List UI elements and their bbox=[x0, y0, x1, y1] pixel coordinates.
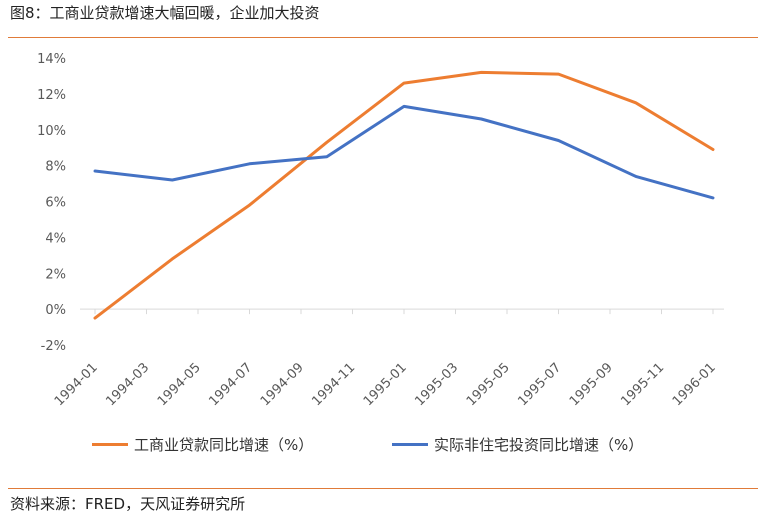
y-tick-label: 10% bbox=[37, 124, 66, 139]
chart-legend: 工商业贷款同比增速（%） 实际非住宅投资同比增速（%） bbox=[0, 432, 774, 456]
x-tick-label: 1994-05 bbox=[155, 360, 204, 409]
x-tick-label: 1995-09 bbox=[567, 360, 616, 409]
legend-item-loans: 工商业贷款同比增速（%） bbox=[92, 432, 313, 456]
legend-item-investment: 实际非住宅投资同比增速（%） bbox=[392, 432, 643, 456]
x-tick-label: 1996-01 bbox=[670, 360, 719, 409]
top-rule bbox=[8, 37, 758, 38]
y-axis-ticks: -2% 0% 2% 4% 6% 8% 10% 12% 14% bbox=[37, 52, 66, 354]
legend-swatch-investment bbox=[392, 442, 428, 446]
x-tick-label: 1994-07 bbox=[206, 360, 255, 409]
figure-title: 图8：工商业贷款增速大幅回暖，企业加大投资 bbox=[10, 4, 320, 22]
x-tick-label: 1994-03 bbox=[103, 360, 152, 409]
y-tick-label: 14% bbox=[37, 52, 66, 67]
source-note: 资料来源：FRED，天风证券研究所 bbox=[10, 495, 246, 513]
series-line-loan-growth bbox=[93, 70, 715, 320]
legend-label-loans: 工商业贷款同比增速（%） bbox=[134, 435, 314, 454]
x-tick-label: 1994-11 bbox=[309, 360, 358, 409]
x-tick-label: 1994-09 bbox=[258, 360, 307, 409]
series-layer bbox=[93, 70, 715, 320]
y-tick-label: -2% bbox=[41, 339, 66, 354]
series-line-investment-growth bbox=[93, 104, 715, 200]
y-tick-label: 2% bbox=[45, 267, 66, 282]
y-tick-label: 4% bbox=[45, 231, 66, 246]
y-tick-label: 8% bbox=[45, 160, 66, 175]
x-tick-label: 1995-07 bbox=[515, 360, 564, 409]
x-tick-label: 1995-01 bbox=[361, 360, 410, 409]
y-tick-label: 0% bbox=[45, 303, 66, 318]
x-tick-label: 1994-01 bbox=[52, 360, 101, 409]
y-tick-label: 6% bbox=[45, 196, 66, 211]
legend-label-investment: 实际非住宅投资同比增速（%） bbox=[434, 435, 644, 454]
x-tick-label: 1995-03 bbox=[412, 360, 461, 409]
y-tick-label: 12% bbox=[37, 88, 66, 103]
x-tick-label: 1995-11 bbox=[618, 360, 667, 409]
bottom-rule bbox=[8, 488, 758, 489]
x-axis-ticks: 1994-01 1994-03 1994-05 1994-07 1994-09 1994-… bbox=[52, 309, 719, 409]
legend-swatch-loans bbox=[92, 442, 128, 446]
x-tick-label: 1995-05 bbox=[464, 360, 513, 409]
chart-canvas: -2%0%2%4%6%8%10%12%14% 1994-01 1994-03 199… bbox=[37, 52, 724, 409]
